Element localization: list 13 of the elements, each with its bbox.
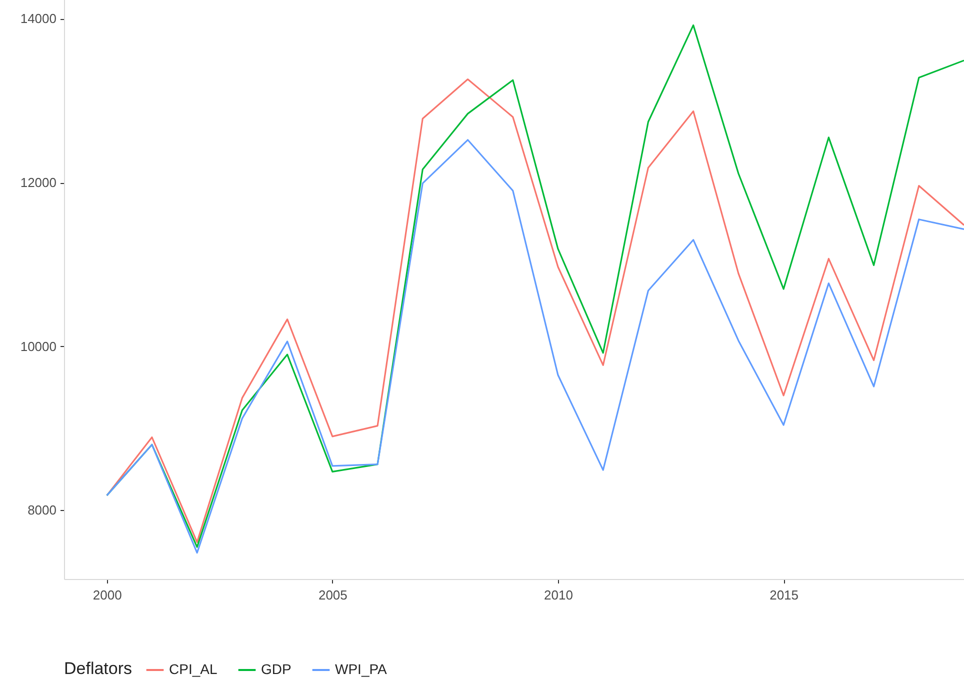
x-tick-label: 2005 <box>318 588 348 602</box>
y-tick-label: 10000 <box>20 338 56 354</box>
x-tick-label: 2010 <box>544 588 573 602</box>
x-tick-label: 2000 <box>92 588 122 602</box>
y-tick-label: 12000 <box>20 175 56 190</box>
legend-title: Deflators <box>64 659 132 678</box>
line-series <box>106 139 964 554</box>
legend-label: GDP <box>261 661 292 677</box>
legend-label: WPI_PA <box>335 661 388 677</box>
y-tick-label: 8000 <box>28 502 56 518</box>
x-tick-label: 2015 <box>770 588 799 602</box>
legend-label: CPI_AL <box>169 661 218 677</box>
y-tick-label: 14000 <box>20 11 56 26</box>
